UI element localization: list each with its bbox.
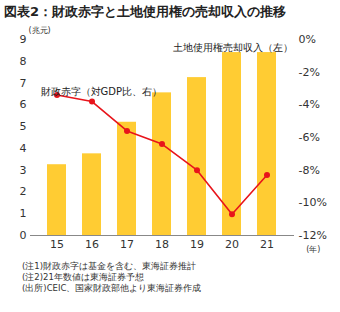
svg-text:17: 17 — [120, 238, 134, 251]
svg-text:0%: 0% — [299, 33, 316, 46]
svg-text:9: 9 — [20, 33, 27, 46]
svg-text:-6%: -6% — [299, 131, 320, 144]
svg-text:20: 20 — [225, 238, 239, 251]
svg-text:0: 0 — [20, 229, 27, 242]
html-text:(出所)CEIC、国家財政部他より東海証券作成: (出所)CEIC、国家財政部他より東海証券作成 — [22, 283, 202, 293]
svg-text:-12%: -12% — [299, 229, 327, 242]
html-text:(注1)財政赤字は基金を含む、東海証券推計: (注1)財政赤字は基金を含む、東海証券推計 — [22, 261, 196, 271]
svg-text:土地使用権売却収入（左）: 土地使用権売却収入（左） — [173, 42, 293, 53]
svg-text:18: 18 — [155, 238, 169, 251]
html-text:(注2)21年数値は東海証券予想: (注2)21年数値は東海証券予想 — [22, 272, 144, 282]
svg-text:-10%: -10% — [299, 196, 327, 209]
svg-text:16: 16 — [85, 238, 99, 251]
svg-text:(年): (年) — [306, 245, 320, 254]
svg-text:7: 7 — [20, 77, 27, 90]
svg-text:8: 8 — [20, 55, 27, 68]
svg-text:19: 19 — [190, 238, 204, 251]
svg-text:-2%: -2% — [299, 66, 320, 79]
svg-text:1: 1 — [20, 207, 27, 220]
svg-text:6: 6 — [20, 98, 27, 111]
svg-text:5: 5 — [20, 120, 27, 133]
svg-text:2: 2 — [20, 185, 27, 198]
svg-text:(兆元): (兆元) — [29, 26, 51, 35]
html-text:図表2：財政赤字と土地使用権の売却収入の推移: 図表2：財政赤字と土地使用権の売却収入の推移 — [4, 4, 286, 19]
svg-text:4: 4 — [20, 142, 27, 155]
svg-text:財政赤字（対GDP比、右）: 財政赤字（対GDP比、右） — [41, 86, 162, 97]
svg-text:3: 3 — [20, 164, 27, 177]
svg-text:21: 21 — [260, 238, 274, 251]
svg-text:-8%: -8% — [299, 164, 320, 177]
svg-text:-4%: -4% — [299, 98, 320, 111]
svg-text:15: 15 — [50, 238, 64, 251]
